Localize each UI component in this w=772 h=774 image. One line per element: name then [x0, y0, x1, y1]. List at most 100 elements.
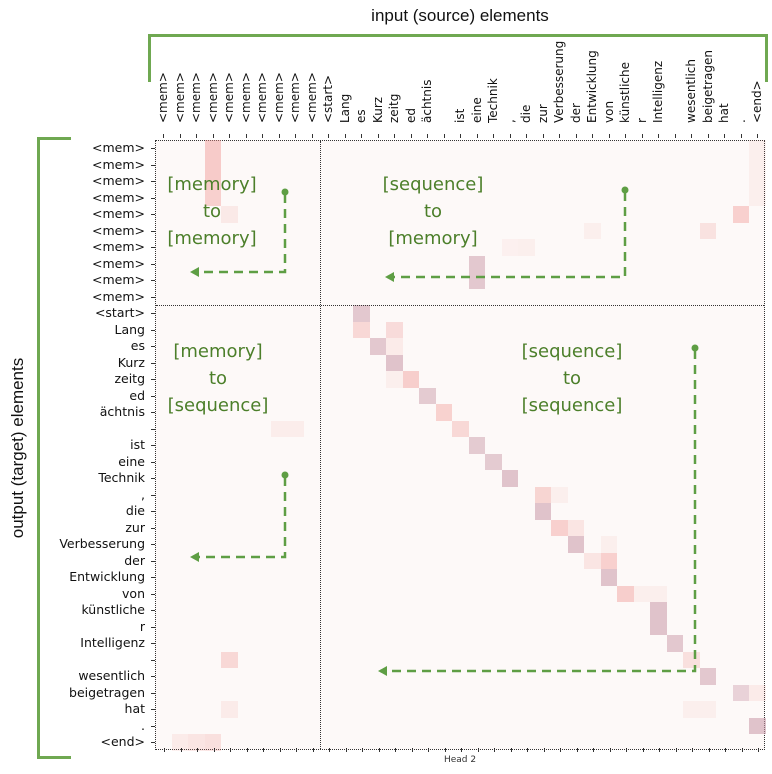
heatmap-cell [188, 734, 205, 751]
x-tick-bottom [675, 748, 677, 752]
heatmap-cell [353, 305, 370, 322]
x-tick-bottom [444, 748, 446, 752]
heatmap-cell [221, 206, 238, 223]
annotation-line: [memory] [167, 174, 257, 195]
annotation-sequence-to-sequence: [sequence] to [sequence] [512, 338, 632, 419]
y-tick [151, 362, 155, 364]
x-tick-bottom [741, 748, 743, 752]
heatmap-cell [749, 140, 766, 157]
y-tick [151, 346, 155, 348]
y-tick [151, 461, 155, 463]
heatmap-cell [501, 470, 518, 487]
heatmap-cell [683, 701, 700, 718]
heatmap-cell [534, 486, 551, 503]
x-tick [724, 134, 726, 138]
heatmap-cell [650, 585, 667, 602]
row-label: Technik [98, 470, 145, 485]
heatmap-cell [633, 585, 650, 602]
row-label: <start> [94, 305, 145, 320]
heatmap-cell [749, 189, 766, 206]
x-tick [361, 134, 363, 138]
arrow-sequence-to-sequence [386, 350, 697, 673]
heatmap-cell [650, 618, 667, 635]
annotation-memory-to-sequence: [memory] to [sequence] [158, 338, 278, 419]
heatmap-cell [551, 486, 568, 503]
x-tick-bottom [560, 748, 562, 752]
heatmap-cell [749, 717, 766, 734]
x-tick [625, 134, 627, 138]
arrow-start-dot [621, 186, 629, 194]
y-tick [151, 280, 155, 282]
row-label: <mem> [92, 288, 145, 304]
heatmap-cell [204, 173, 221, 190]
y-tick [151, 544, 155, 546]
top-bracket-right-leg [765, 34, 768, 82]
heatmap-cell [204, 734, 221, 751]
heatmap-cell [600, 569, 617, 586]
y-tick [151, 494, 155, 496]
row-label: <mem> [92, 189, 145, 205]
y-tick [151, 412, 155, 414]
x-tick [278, 134, 280, 138]
x-tick-bottom [378, 748, 380, 752]
heatmap-cell [171, 734, 188, 751]
annotation-line: [sequence] [382, 174, 484, 195]
y-tick [151, 626, 155, 628]
heatmap-cell [567, 519, 584, 536]
arrowhead-icon [190, 552, 199, 562]
arrowhead-icon [385, 272, 394, 282]
row-label: <mem> [92, 156, 145, 172]
row-label: <mem> [92, 173, 145, 188]
row-label: Verbesserung [59, 536, 145, 551]
y-tick [151, 577, 155, 579]
y-tick [151, 313, 155, 315]
top-bracket [148, 34, 768, 37]
x-tick [394, 134, 396, 138]
x-tick [443, 134, 445, 138]
x-tick-bottom [180, 748, 182, 752]
heatmap-cell [435, 404, 452, 421]
row-label: <mem> [92, 255, 145, 271]
heatmap-cell [204, 140, 221, 157]
heatmap-cell [287, 420, 304, 437]
annotation-line: [memory] [173, 341, 263, 362]
x-tick-bottom [213, 748, 215, 752]
x-tick [674, 134, 676, 138]
heatmap-cell [749, 173, 766, 190]
arrow-start-dot [281, 188, 289, 196]
x-tick-bottom [659, 748, 661, 752]
y-tick [151, 247, 155, 249]
row-label: . [141, 717, 145, 733]
y-tick [151, 593, 155, 595]
heatmap-cell [699, 222, 716, 239]
x-tick-bottom [609, 748, 611, 752]
x-tick-bottom [593, 748, 595, 752]
heatmap-cell [551, 519, 568, 536]
row-label: beigetragen [69, 684, 145, 700]
x-tick [262, 134, 264, 138]
x-tick-bottom [263, 748, 265, 752]
y-tick [151, 148, 155, 150]
x-tick [493, 134, 495, 138]
y-tick [151, 610, 155, 612]
row-label: r [139, 618, 145, 634]
y-tick [151, 329, 155, 331]
heatmap-cell [534, 503, 551, 520]
y-tick [151, 643, 155, 645]
x-tick [245, 134, 247, 138]
x-tick [295, 134, 297, 138]
x-tick [460, 134, 462, 138]
x-tick-bottom [576, 748, 578, 752]
heatmap-cell [221, 651, 238, 668]
row-label: , [141, 486, 145, 502]
heatmap-cell [386, 338, 403, 355]
annotation-sequence-to-memory: [sequence] to [memory] [373, 171, 493, 252]
heatmap-cell [666, 635, 683, 652]
row-label: zur [125, 519, 145, 535]
row-label: Lang [114, 321, 145, 337]
x-tick-bottom [494, 748, 496, 752]
heatmap-cell [204, 156, 221, 173]
x-axis-title: input (source) elements [371, 6, 549, 25]
heatmap-cell [386, 354, 403, 371]
row-label: Intelligenz [80, 635, 145, 650]
